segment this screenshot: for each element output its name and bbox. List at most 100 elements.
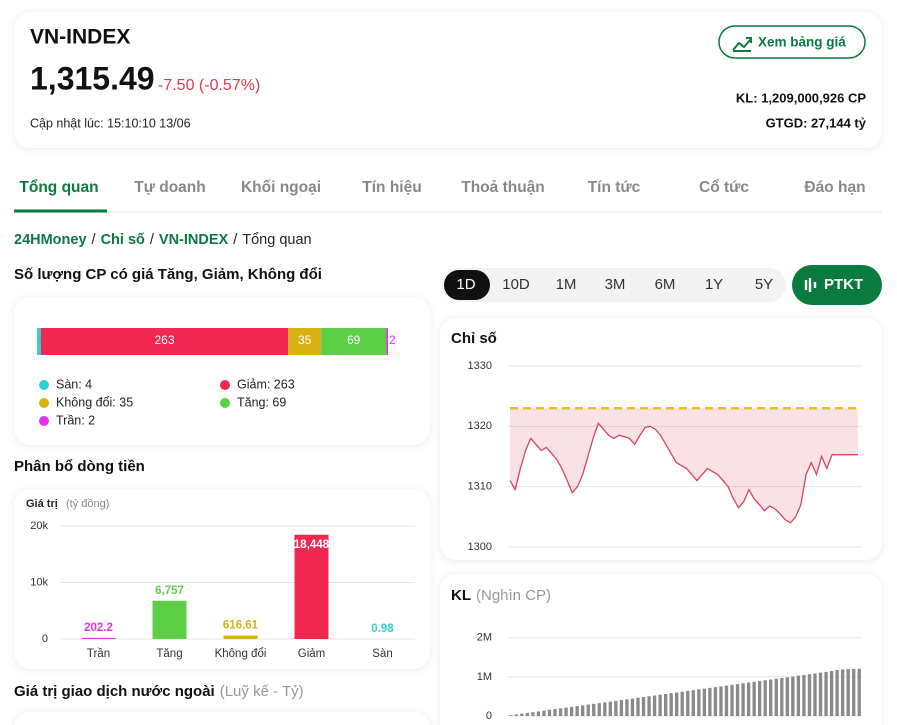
volume-bar (531, 712, 535, 716)
breadcrumb-item[interactable]: Chỉ số (101, 232, 145, 248)
breadth-segment (40, 328, 289, 355)
value-label: 18,448 (294, 539, 330, 551)
value-label: 6,757 (155, 585, 184, 597)
tab[interactable]: Đáo hạn (804, 179, 865, 196)
volume-bar (509, 715, 513, 716)
x-tick-label: Tăng (156, 648, 182, 660)
tab[interactable]: Tự doanh (134, 179, 206, 196)
volume-bar (547, 709, 552, 716)
y-tick-label: 2M (477, 632, 492, 644)
volume-bar (619, 700, 624, 716)
volume-bar (569, 706, 574, 716)
bar (81, 637, 116, 639)
volume-bar (691, 690, 695, 716)
volume-bar (846, 669, 850, 716)
y-tick-label: 0 (42, 633, 48, 645)
index-card (440, 318, 882, 560)
foreign-card (14, 712, 430, 725)
period[interactable]: 1Y (705, 276, 723, 293)
breadcrumb-item[interactable]: 24HMoney (14, 232, 87, 248)
y-tick-label: 20k (30, 520, 48, 532)
legend-dot (220, 398, 230, 408)
tab[interactable]: Tổng quan (19, 179, 98, 196)
volume: KL: 1,209,000,926 CP (736, 90, 866, 105)
y-tick-label: 1M (477, 671, 492, 683)
volume-bar (702, 688, 707, 716)
volume-bar (724, 685, 729, 716)
breadth-value: 2 (389, 333, 396, 347)
chart-icon (732, 37, 752, 52)
value-label: 616.61 (223, 620, 259, 632)
volume-bar (647, 696, 651, 716)
index-line (509, 422, 858, 524)
period[interactable]: 1D (456, 276, 475, 293)
tab[interactable]: Tín tức (588, 179, 641, 196)
chart-title: KL (451, 587, 471, 604)
breadth-value: 263 (154, 333, 174, 347)
tab[interactable]: Khối ngoại (241, 179, 321, 196)
price-board-button[interactable] (718, 25, 866, 59)
bar (294, 534, 329, 639)
volume-bar (586, 704, 590, 716)
updated: Cập nhật lúc: 15:10:10 13/06 (30, 116, 191, 130)
volume-bar (741, 683, 745, 716)
volume-bar (658, 694, 662, 716)
x-tick-label: Trần (87, 648, 110, 660)
volume-bar (603, 702, 607, 716)
volume-bar (597, 703, 601, 716)
volume-bar (769, 679, 773, 716)
tab[interactable]: Cổ tức (699, 179, 749, 196)
volume-bar (680, 691, 684, 716)
breadcrumb-separator: / (150, 232, 155, 248)
volume-bar (735, 684, 740, 716)
period[interactable]: 5Y (755, 276, 773, 293)
volume-bar (802, 674, 806, 716)
volume-bar (625, 699, 629, 716)
value-label: 202.2 (84, 622, 113, 634)
volume-bar (774, 678, 778, 716)
legend-label: Tăng: 69 (237, 395, 286, 409)
price: 1,315.49 (30, 60, 155, 96)
section-title: Phân bổ dòng tiền (14, 458, 145, 475)
volume-bar (758, 681, 762, 716)
volume-bar (514, 714, 518, 716)
legend-dot (39, 416, 49, 426)
period[interactable]: 6M (655, 276, 676, 293)
volume-bar (813, 673, 817, 716)
volume-bar (857, 668, 861, 716)
title: VN-INDEX (30, 26, 130, 49)
volume-bar (719, 686, 723, 716)
volume-bar (746, 682, 751, 716)
breadcrumb-item: Tổng quan (242, 232, 311, 248)
change: -7.50 (-0.57%) (158, 77, 260, 94)
period[interactable]: 3M (605, 276, 626, 293)
tab[interactable]: Tín hiệu (362, 179, 421, 196)
volume-bar (708, 687, 712, 716)
breadcrumb-item[interactable]: VN-INDEX (159, 232, 229, 248)
bar (223, 635, 258, 639)
tab[interactable]: Thoả thuận (461, 179, 545, 196)
volume-bar (752, 681, 756, 716)
volume-bar (608, 701, 612, 716)
x-tick-label: Sàn (372, 648, 392, 660)
volume-bar (785, 677, 789, 716)
volume-bar (558, 708, 563, 716)
section-unit: (Luỹ kế - Tỷ) (220, 683, 304, 700)
chart-title: Chỉ số (451, 330, 497, 347)
ta-button[interactable] (792, 265, 882, 305)
legend-label: Sàn: 4 (56, 377, 92, 391)
volume-bar (542, 710, 546, 716)
x-tick-label: Không đổi (215, 648, 267, 660)
volume-bar (791, 676, 795, 716)
period[interactable]: 1M (556, 276, 577, 293)
section-title: Số lượng CP có giá Tăng, Giảm, Không đổi (14, 266, 322, 283)
breadth-segment (37, 328, 41, 355)
volume-bar (796, 675, 801, 716)
ta-label[interactable]: PTKT (824, 276, 863, 293)
volume-bar (686, 690, 690, 716)
volume-bar (835, 670, 839, 716)
period[interactable]: 10D (502, 276, 530, 293)
volume-bar (669, 693, 673, 716)
button-label[interactable]: Xem bảng giá (758, 35, 846, 50)
